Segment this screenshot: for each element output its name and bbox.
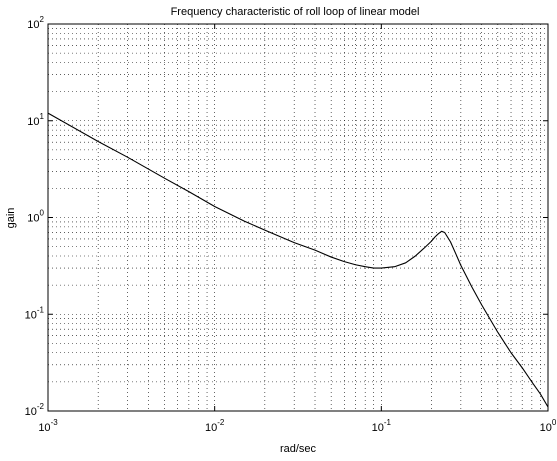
series-layer: [47, 112, 549, 408]
y-tick-label: 101: [27, 112, 44, 128]
chart-title: Frequency characteristic of roll loop of…: [171, 6, 420, 18]
y-tick-label: 10-1: [25, 305, 45, 321]
x-axis-label: rad/sec: [280, 443, 317, 455]
y-tick-label: 100: [27, 209, 44, 225]
x-tick-label: 10-2: [205, 418, 225, 434]
x-tick-label: 10-3: [38, 418, 58, 434]
x-tick-label: 100: [540, 418, 557, 434]
y-tick-label: 102: [27, 15, 44, 31]
y-tick-label: 10-2: [25, 402, 45, 418]
grid-lines: [48, 24, 548, 411]
x-tick-label: 10-1: [372, 418, 392, 434]
tick-marks: [47, 23, 549, 412]
gain-series-line: [47, 112, 549, 408]
y-axis-label: gain: [5, 208, 17, 229]
